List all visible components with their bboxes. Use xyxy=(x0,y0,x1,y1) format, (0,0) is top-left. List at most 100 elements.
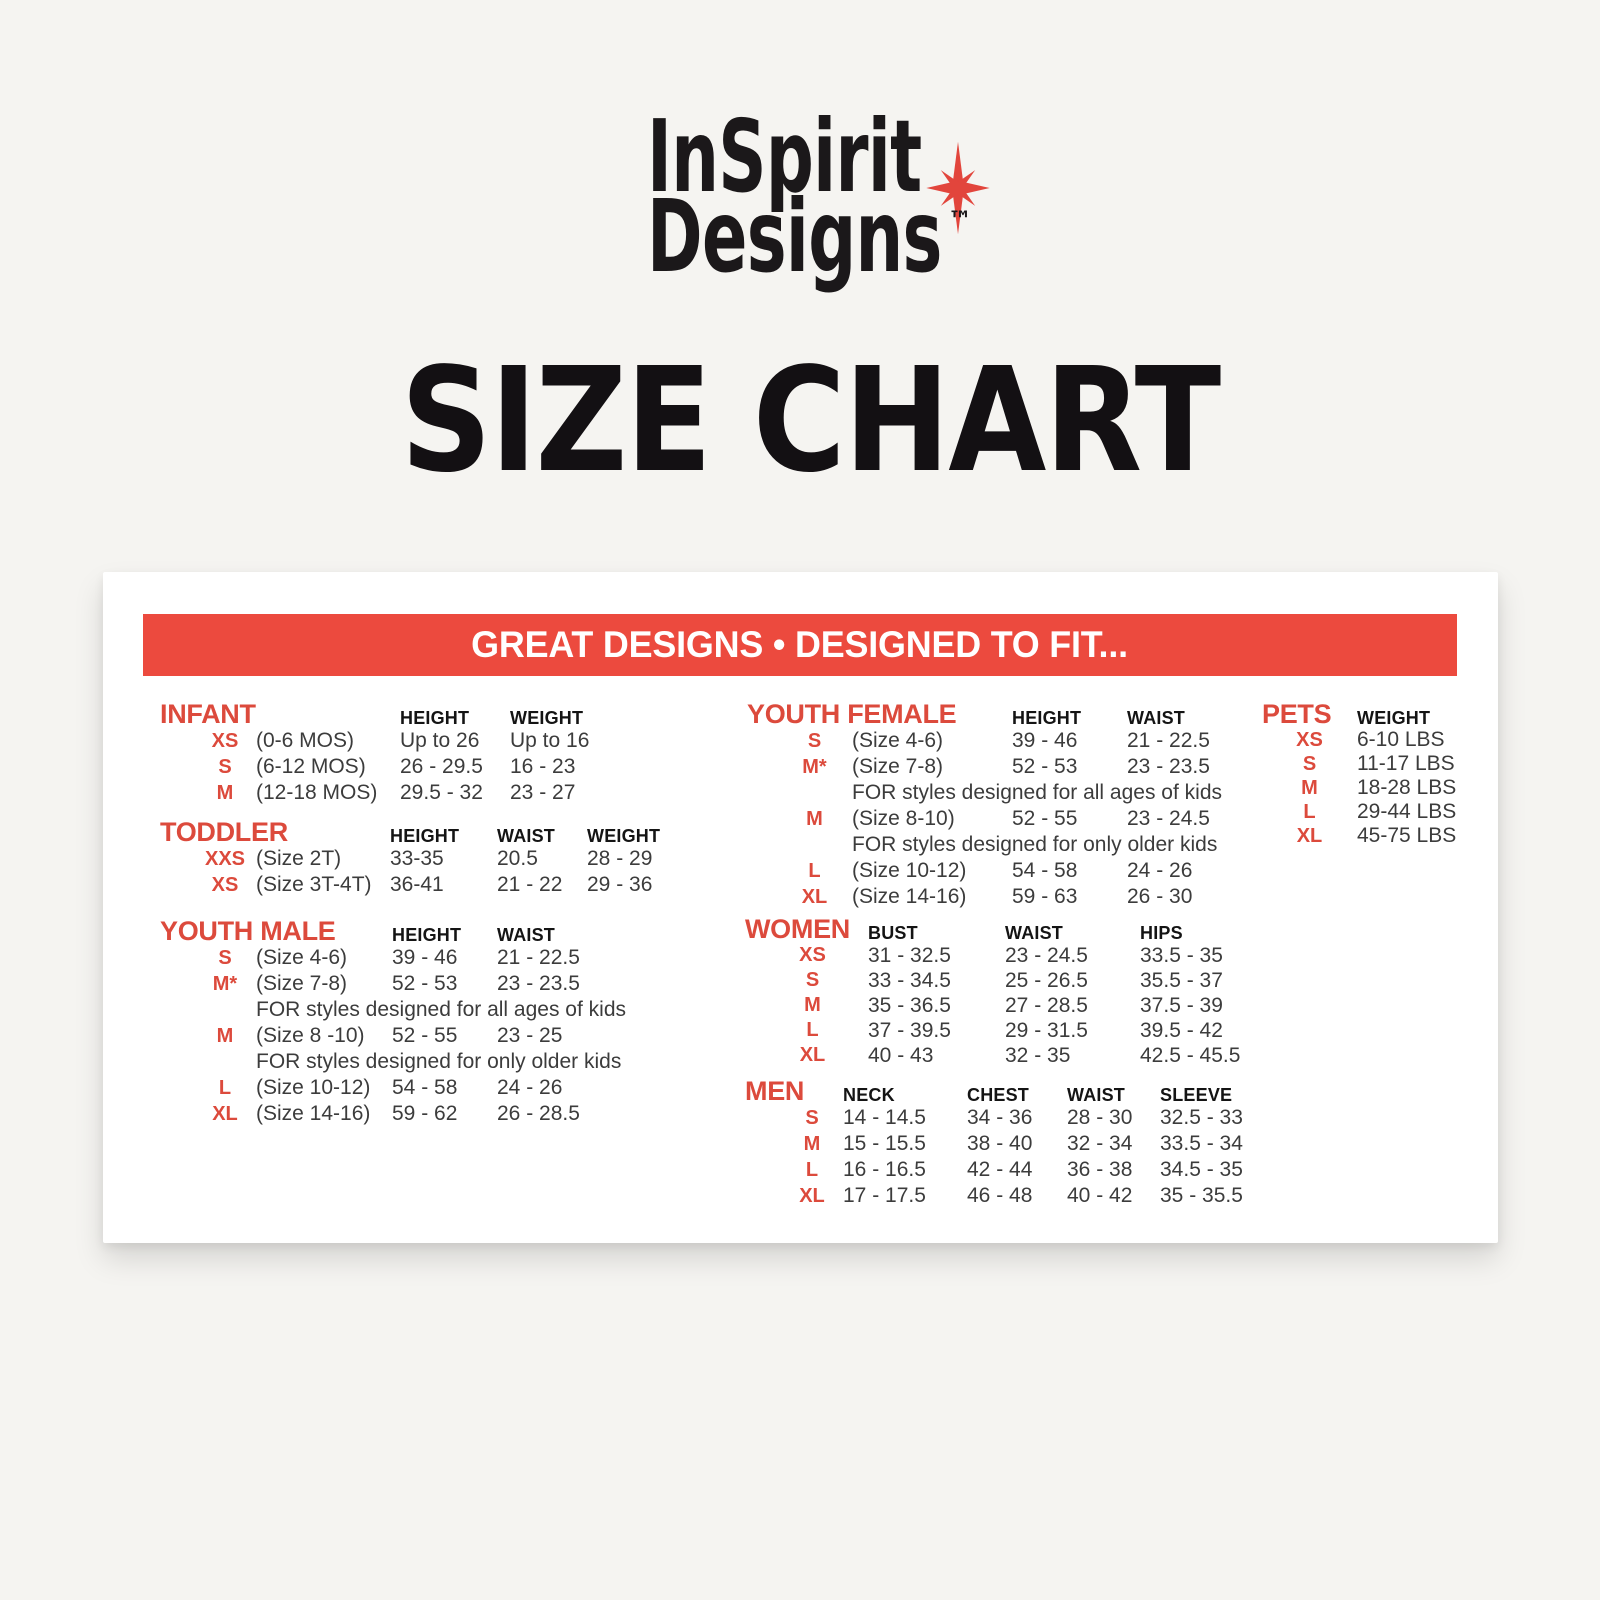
value-cell: 18-28 LBS xyxy=(1357,776,1457,799)
size-label: M xyxy=(803,1133,821,1155)
value-cell: 29.5 - 32 xyxy=(400,781,483,804)
size-desc: (Size 8 -10) xyxy=(256,1024,365,1047)
value-cell: 11-17 LBS xyxy=(1357,752,1455,775)
value-cell: 39.5 - 42 xyxy=(1140,1019,1223,1042)
column-header: HEIGHT xyxy=(392,925,462,945)
size-desc: (Size 4-6) xyxy=(852,729,944,752)
value-cell: 52 - 53 xyxy=(1012,755,1078,778)
size-label: XS xyxy=(211,730,239,752)
size-desc: (Size 10-12) xyxy=(852,859,967,882)
column-header: HEIGHT xyxy=(390,826,460,846)
size-label: S xyxy=(218,947,232,969)
value-cell: 40 - 43 xyxy=(868,1044,934,1067)
value-cell: 28 - 29 xyxy=(587,847,653,870)
infant-size-table: INFANT HEIGHT WEIGHT XS (0-6 MOS) Up to 26 Up … xyxy=(160,700,620,806)
column-header: BUST xyxy=(868,923,918,943)
value-cell: 37.5 - 39 xyxy=(1140,994,1223,1017)
value-cell: Up to 26 xyxy=(400,729,480,752)
value-cell: 23 - 23.5 xyxy=(1127,755,1210,778)
size-label: XS xyxy=(799,944,826,966)
value-cell: 38 - 40 xyxy=(967,1132,1033,1155)
column-header: HEIGHT xyxy=(1012,708,1082,728)
sparkle-icon xyxy=(926,141,990,235)
section-title-men: MEN xyxy=(745,1076,805,1106)
size-note: FOR styles designed for only older kids xyxy=(852,833,1218,856)
banner: GREAT DESIGNS • DESIGNED TO FIT... xyxy=(143,614,1457,676)
size-label: L xyxy=(1303,801,1316,823)
value-cell: 23 - 24.5 xyxy=(1127,807,1210,830)
size-label: XS xyxy=(211,874,239,896)
column-header: WEIGHT xyxy=(587,826,661,846)
value-cell: 45-75 LBS xyxy=(1357,824,1457,847)
value-cell: 33.5 - 34 xyxy=(1160,1132,1243,1155)
size-label: XS xyxy=(1296,729,1323,751)
size-desc: (Size 3T-4T) xyxy=(256,873,372,896)
value-cell: 54 - 58 xyxy=(1012,859,1078,882)
value-cell: 33-35 xyxy=(390,847,444,870)
value-cell: 52 - 55 xyxy=(1012,807,1078,830)
pets-size-table: PETS WEIGHT XS 6-10 LBS S 11-17 LBS M 18-28 LBS… xyxy=(1262,700,1467,848)
value-cell: 32 - 34 xyxy=(1067,1132,1133,1155)
size-label: L xyxy=(808,860,821,882)
size-desc: (Size 2T) xyxy=(256,847,342,870)
value-cell: 52 - 55 xyxy=(392,1024,458,1047)
value-cell: 42.5 - 45.5 xyxy=(1140,1044,1241,1067)
section-title-infant: INFANT xyxy=(160,699,256,729)
size-desc: (0-6 MOS) xyxy=(256,729,355,752)
section-title-toddler: TODDLER xyxy=(160,817,288,847)
value-cell: 24 - 26 xyxy=(497,1076,563,1099)
value-cell: 24 - 26 xyxy=(1127,859,1193,882)
column-header: WAIST xyxy=(1127,708,1185,728)
youth-female-size-table: YOUTH FEMALE HEIGHT WAIST S (Size 4-6) 39 - 4… xyxy=(747,700,1242,910)
value-cell: 39 - 46 xyxy=(1012,729,1078,752)
value-cell: 33.5 - 35 xyxy=(1140,944,1223,967)
section-title-women: WOMEN xyxy=(745,914,850,944)
size-desc: (12-18 MOS) xyxy=(256,781,378,804)
value-cell: 46 - 48 xyxy=(967,1184,1033,1207)
size-desc: (6-12 MOS) xyxy=(256,755,366,778)
column-header: WEIGHT xyxy=(510,708,584,728)
column-header: WAIST xyxy=(497,826,555,846)
size-label: XL xyxy=(1296,825,1323,847)
size-label: S xyxy=(807,730,822,752)
value-cell: 36-41 xyxy=(390,873,444,896)
men-size-table: MEN NECK CHEST WAIST SLEEVE S 14 - 14.5 34 - 36… xyxy=(745,1077,1285,1209)
value-cell: 21 - 22.5 xyxy=(1127,729,1210,752)
value-cell: 23 - 27 xyxy=(510,781,576,804)
value-cell: 36 - 38 xyxy=(1067,1158,1133,1181)
value-cell: 35 - 36.5 xyxy=(868,994,951,1017)
column-header: SLEEVE xyxy=(1160,1085,1233,1105)
banner-text: GREAT DESIGNS • DESIGNED TO FIT... xyxy=(471,624,1129,665)
size-label: M xyxy=(806,808,823,830)
value-cell: 21 - 22 xyxy=(497,873,563,896)
size-label: L xyxy=(806,1019,819,1041)
size-note: FOR styles designed for all ages of kids xyxy=(852,781,1223,804)
value-cell: 34 - 36 xyxy=(967,1106,1033,1129)
value-cell: 21 - 22.5 xyxy=(497,946,580,969)
value-cell: 16 - 23 xyxy=(510,755,576,778)
size-desc: (Size 10-12) xyxy=(256,1076,371,1099)
size-note: FOR styles designed for only older kids xyxy=(256,1050,622,1073)
value-cell: 34.5 - 35 xyxy=(1160,1158,1243,1181)
column-header: WAIST xyxy=(1067,1085,1125,1105)
size-chart-card xyxy=(103,572,1498,1243)
size-desc: (Size 8-10) xyxy=(852,807,955,830)
value-cell: 42 - 44 xyxy=(967,1158,1033,1181)
size-note: FOR styles designed for all ages of kids xyxy=(256,998,627,1021)
column-header: CHEST xyxy=(967,1085,1030,1105)
size-label: L xyxy=(218,1077,232,1099)
size-label: XL xyxy=(799,1185,825,1207)
value-cell: 35.5 - 37 xyxy=(1140,969,1223,992)
size-label: S xyxy=(805,1107,819,1129)
value-cell: 35 - 35.5 xyxy=(1160,1184,1243,1207)
value-cell: 20.5 xyxy=(497,847,538,870)
column-header: WEIGHT xyxy=(1357,708,1431,728)
value-cell: 23 - 25 xyxy=(497,1024,563,1047)
value-cell: 25 - 26.5 xyxy=(1005,969,1088,992)
section-title-youth-female: YOUTH FEMALE xyxy=(747,699,957,729)
size-label: XL xyxy=(801,886,828,908)
value-cell: 54 - 58 xyxy=(392,1076,458,1099)
size-label: M xyxy=(1301,777,1318,799)
size-desc: (Size 14-16) xyxy=(256,1102,371,1125)
